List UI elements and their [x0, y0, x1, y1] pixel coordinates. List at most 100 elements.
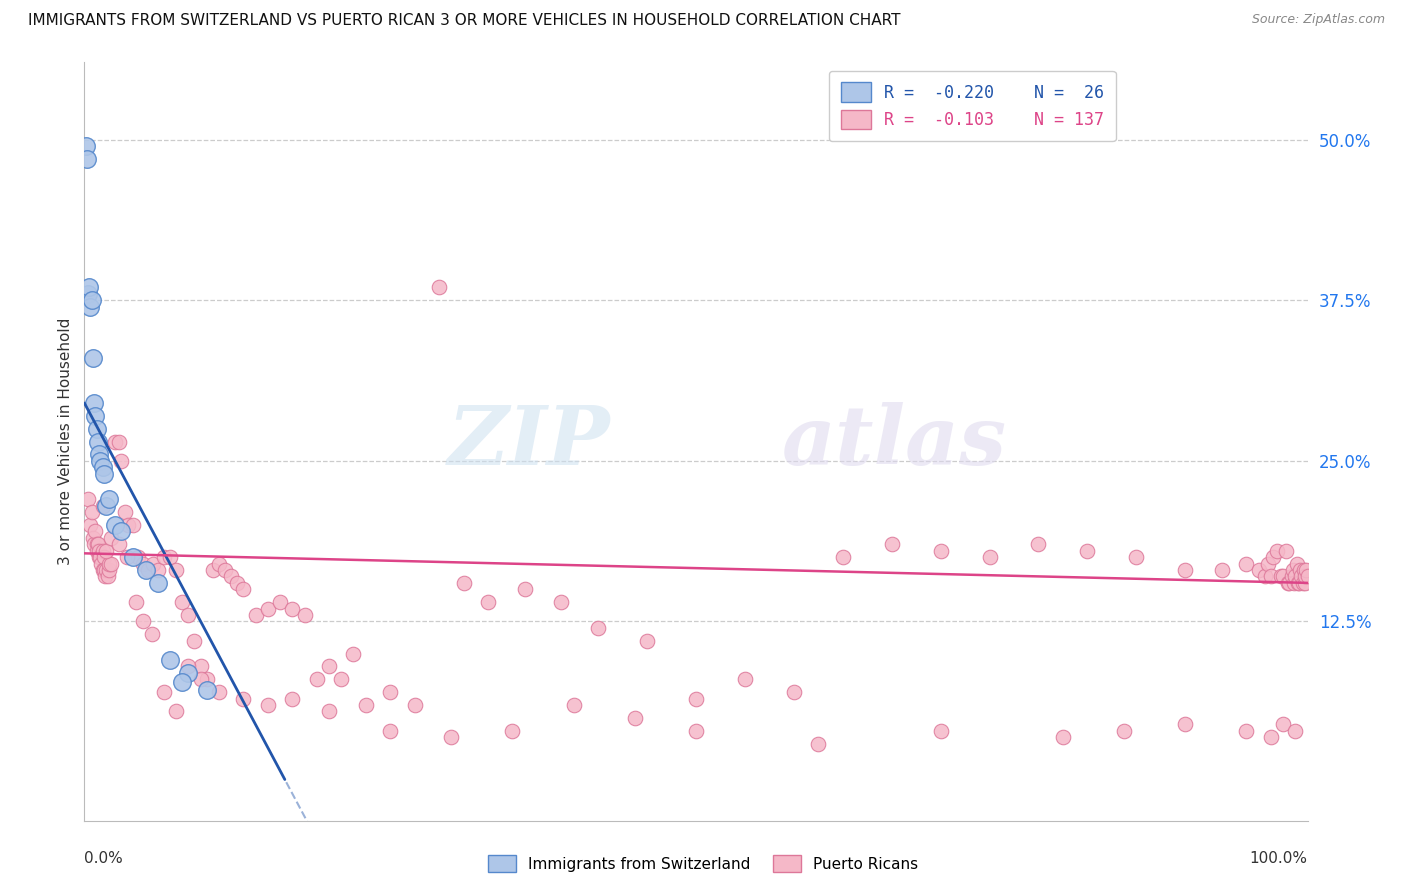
Point: [84, 524, 107, 539]
Point: [232, 691, 254, 706]
Point: [624, 711, 647, 725]
Point: [245, 607, 267, 622]
Point: [1260, 569, 1282, 583]
Point: [75, 139, 97, 153]
Point: [1247, 563, 1270, 577]
Point: [1211, 563, 1233, 577]
Point: [100, 557, 122, 571]
Point: [97, 569, 120, 583]
Point: [1295, 563, 1317, 577]
Text: atlas: atlas: [782, 401, 1007, 482]
Point: [153, 550, 176, 565]
Point: [136, 563, 159, 577]
Point: [177, 607, 200, 622]
Point: [87, 434, 110, 449]
Point: [208, 557, 231, 571]
Point: [89, 454, 111, 468]
Point: [226, 575, 249, 590]
Point: [86, 537, 108, 551]
Point: [1114, 723, 1136, 738]
Point: [159, 550, 181, 565]
Point: [1265, 543, 1288, 558]
Text: 0.0%: 0.0%: [84, 851, 124, 866]
Point: [83, 537, 105, 551]
Point: [97, 563, 120, 577]
Point: [318, 705, 340, 719]
Point: [1260, 730, 1282, 744]
Point: [1076, 543, 1098, 558]
Point: [1278, 575, 1301, 590]
Point: [104, 434, 127, 449]
Point: [90, 557, 112, 571]
Point: [562, 698, 585, 712]
Point: [1052, 730, 1074, 744]
Point: [107, 537, 129, 551]
Legend: Immigrants from Switzerland, Puerto Ricans: Immigrants from Switzerland, Puerto Rica…: [481, 847, 925, 880]
Point: [82, 531, 104, 545]
Point: [257, 601, 280, 615]
Point: [114, 505, 136, 519]
Point: [1294, 569, 1316, 583]
Point: [159, 653, 181, 667]
Point: [1272, 717, 1295, 731]
Point: [190, 673, 212, 687]
Point: [1257, 557, 1279, 571]
Point: [117, 518, 139, 533]
Point: [929, 543, 952, 558]
Point: [110, 454, 132, 468]
Point: [685, 691, 707, 706]
Point: [1294, 575, 1316, 590]
Point: [1174, 717, 1197, 731]
Point: [89, 550, 111, 565]
Point: [1285, 557, 1308, 571]
Point: [96, 499, 118, 513]
Point: [96, 563, 118, 577]
Point: [77, 492, 100, 507]
Point: [1286, 575, 1309, 590]
Point: [354, 698, 377, 712]
Point: [502, 723, 524, 738]
Point: [86, 543, 108, 558]
Point: [135, 563, 157, 577]
Point: [77, 280, 100, 294]
Point: [1272, 569, 1295, 583]
Point: [1281, 569, 1303, 583]
Point: [80, 505, 103, 519]
Point: [77, 286, 100, 301]
Point: [232, 582, 254, 597]
Point: [201, 563, 224, 577]
Point: [115, 550, 138, 565]
Point: [1270, 569, 1292, 583]
Point: [195, 673, 218, 687]
Point: [294, 607, 316, 622]
Point: [305, 673, 328, 687]
Point: [127, 550, 149, 565]
Point: [146, 575, 169, 590]
Point: [880, 537, 903, 551]
Point: [427, 280, 450, 294]
Point: [1277, 575, 1299, 590]
Point: [269, 595, 291, 609]
Point: [110, 524, 132, 539]
Point: [91, 563, 114, 577]
Point: [80, 293, 103, 308]
Point: [177, 665, 200, 680]
Point: [477, 595, 499, 609]
Point: [1288, 575, 1310, 590]
Point: [177, 659, 200, 673]
Point: [93, 467, 115, 481]
Point: [91, 499, 114, 513]
Point: [208, 685, 231, 699]
Point: [440, 730, 463, 744]
Text: 100.0%: 100.0%: [1250, 851, 1308, 866]
Point: [76, 152, 98, 166]
Point: [141, 627, 163, 641]
Point: [1174, 563, 1197, 577]
Point: [146, 563, 169, 577]
Point: [1274, 543, 1296, 558]
Point: [1296, 569, 1319, 583]
Point: [1282, 563, 1305, 577]
Point: [87, 543, 110, 558]
Point: [100, 531, 122, 545]
Point: [831, 550, 853, 565]
